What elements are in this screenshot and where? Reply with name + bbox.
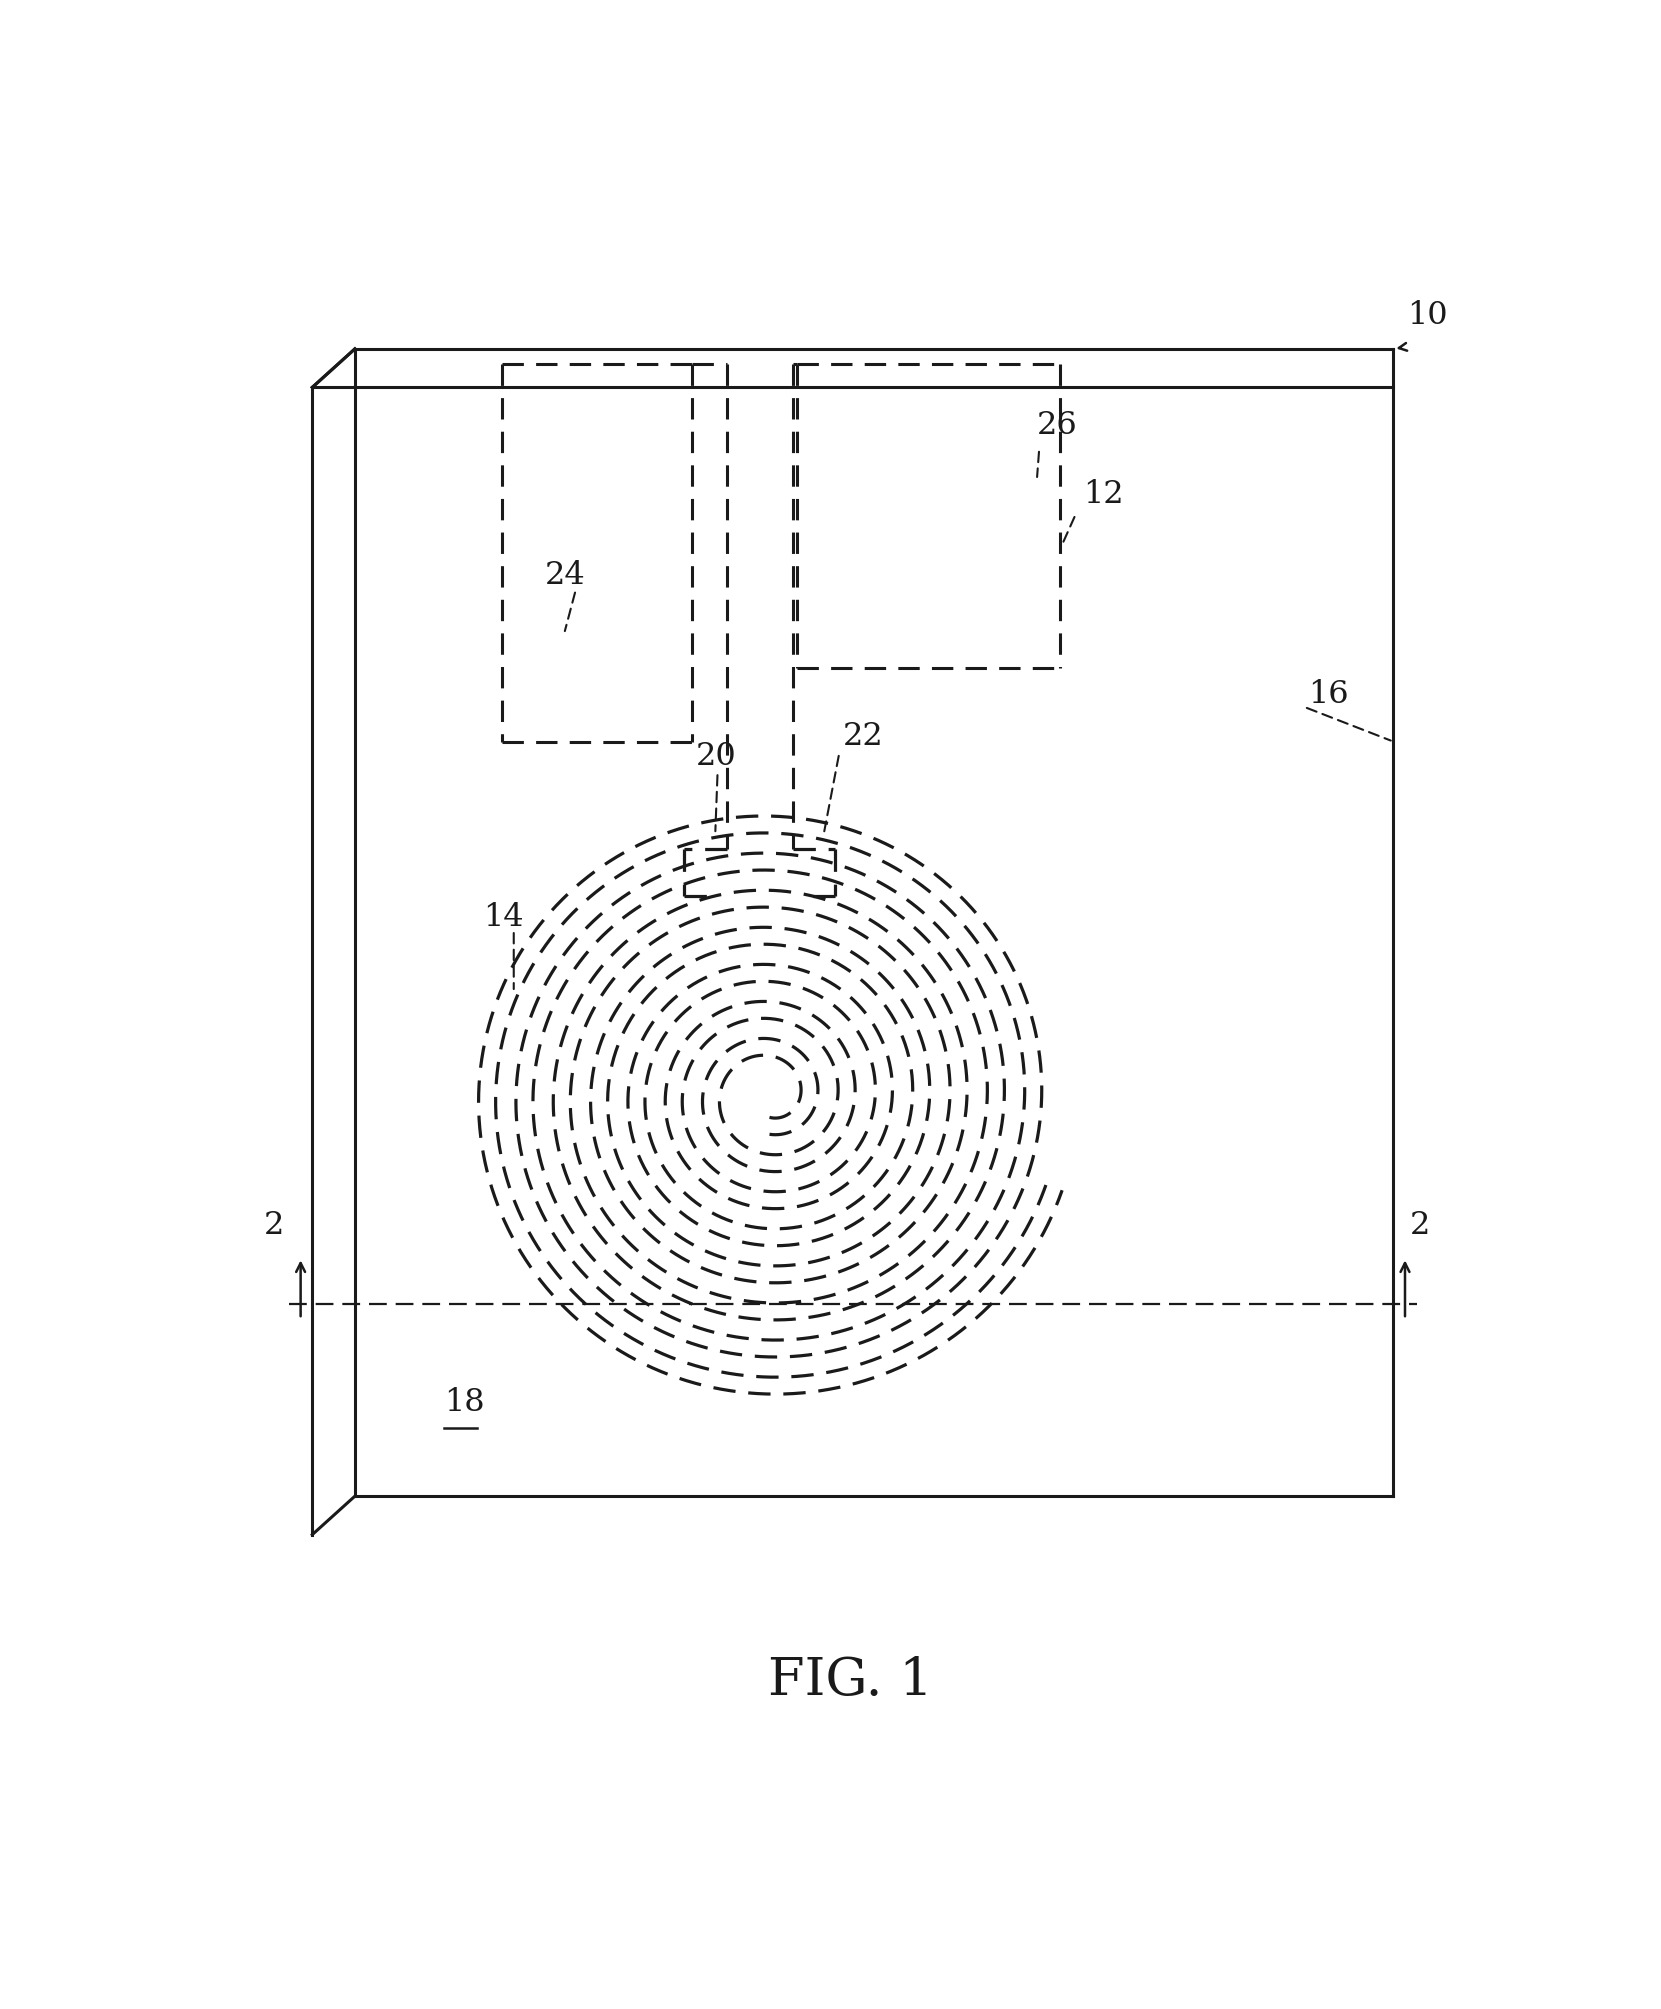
- Text: 16: 16: [1309, 679, 1349, 709]
- Text: FIG. 1: FIG. 1: [769, 1655, 933, 1706]
- Text: 10: 10: [1407, 299, 1448, 331]
- Text: 2: 2: [1410, 1209, 1430, 1242]
- Text: 18: 18: [443, 1388, 485, 1418]
- Text: 26: 26: [1036, 410, 1078, 440]
- Text: 20: 20: [696, 741, 736, 771]
- Text: 24: 24: [545, 561, 585, 591]
- Text: 14: 14: [483, 902, 523, 934]
- Text: 12: 12: [1083, 478, 1124, 510]
- Text: 2: 2: [264, 1209, 284, 1242]
- Text: 22: 22: [844, 721, 884, 753]
